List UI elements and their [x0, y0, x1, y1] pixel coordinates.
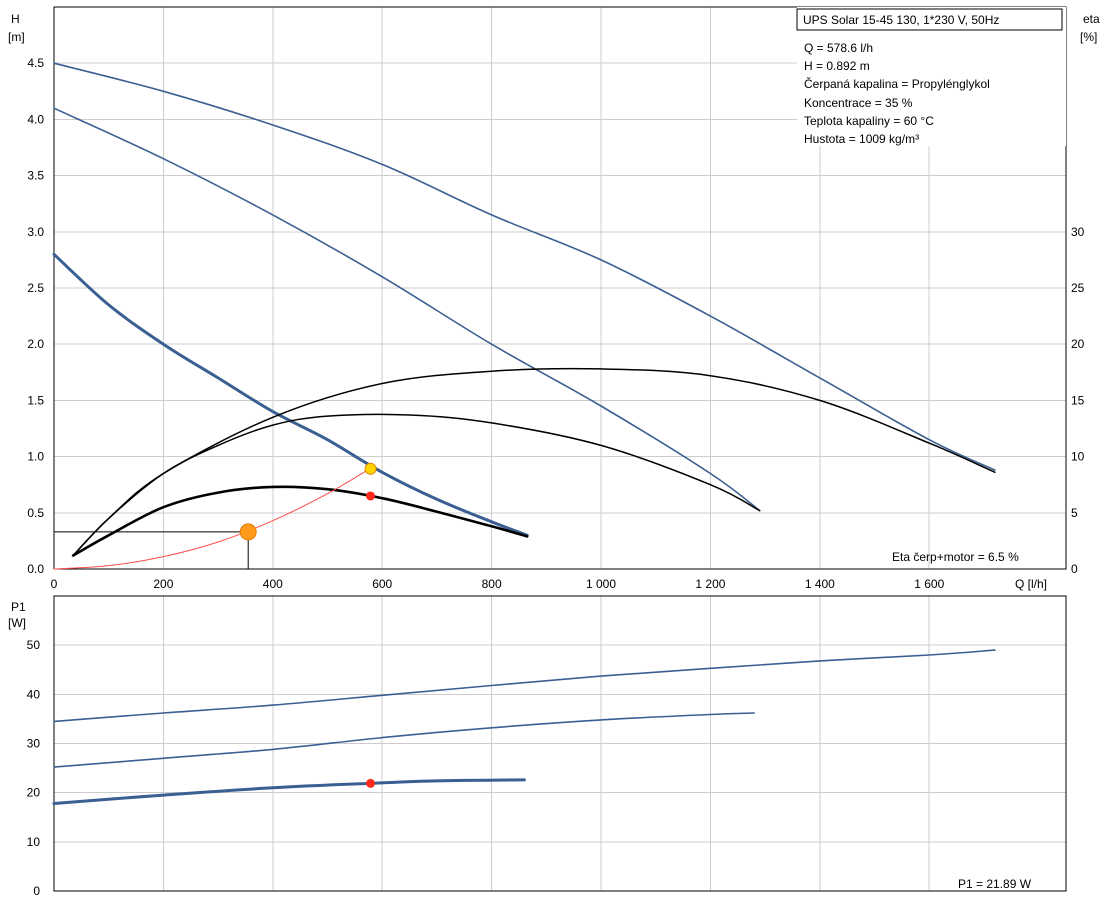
power-curve-0 [53, 649, 996, 723]
top-y2-axis-unit: [%] [1080, 30, 1097, 44]
y-tick-label: 0.0 [27, 562, 44, 576]
info-box: UPS Solar 15-45 130, 1*230 V, 50Hz Q = 5… [796, 7, 1066, 146]
top-y-axis-label: H [11, 12, 20, 26]
power-y-tick-label: 20 [27, 786, 41, 800]
y-tick-label: 2.0 [27, 337, 44, 351]
power-curve-2 [52, 778, 526, 805]
duty-point-efficiency-marker [366, 491, 376, 501]
power-y-tick-label: 10 [27, 835, 41, 849]
info-box-title: UPS Solar 15-45 130, 1*230 V, 50Hz [803, 13, 999, 27]
efficiency-curve-4 [72, 413, 761, 557]
y-tick-label: 3.5 [27, 169, 44, 183]
y-tick-label: 4.5 [27, 56, 44, 70]
power-y-tick-label: 40 [27, 687, 41, 701]
top-x-axis-label: Q [l/h] [1015, 577, 1047, 591]
y2-tick-label: 0 [1071, 562, 1078, 576]
info-line-temperature: Teplota kapaliny = 60 °C [804, 114, 934, 128]
info-line-concentration: Koncentrace = 35 % [804, 96, 913, 110]
head-curve-2 [52, 252, 529, 537]
bottom-y-axis-unit: [W] [8, 616, 26, 630]
y-tick-label: 0.5 [27, 506, 44, 520]
y2-tick-label: 5 [1071, 506, 1078, 520]
top-plot-frame [53, 6, 1067, 570]
x-tick-label: 600 [372, 577, 392, 591]
system-curve [53, 467, 372, 570]
bottom-y-axis-label: P1 [11, 600, 26, 614]
y-tick-label: 3.0 [27, 225, 44, 239]
y-tick-label: 1.5 [27, 393, 44, 407]
power-curve-1 [53, 712, 755, 768]
x-tick-label: 1 600 [914, 577, 944, 591]
eta-note: Eta čerp+motor = 6.5 % [892, 550, 1019, 564]
x-tick-label: 1 400 [805, 577, 835, 591]
duty-point-power-marker [366, 778, 376, 788]
x-tick-label: 0 [51, 577, 58, 591]
x-tick-label: 1 000 [586, 577, 616, 591]
y2-tick-label: 25 [1071, 281, 1085, 295]
power-y-tick-label: 50 [27, 638, 41, 652]
bottom-plot-frame [53, 595, 1067, 892]
power-y-tick-label: 30 [27, 737, 41, 751]
info-line-h: H = 0.892 m [804, 59, 870, 73]
y2-tick-label: 10 [1071, 450, 1085, 464]
info-box-title-frame [796, 8, 1063, 31]
info-line-q: Q = 578.6 l/h [804, 41, 873, 55]
info-line-density: Hustota = 1009 kg/m³ [804, 132, 919, 146]
y-tick-label: 2.5 [27, 281, 44, 295]
head-curve-1 [53, 107, 761, 512]
info-line-liquid: Čerpaná kapalina = Propylénglykol [804, 76, 990, 91]
operating-marker [239, 523, 257, 541]
power-y-tick-label: 0 [33, 884, 40, 895]
duty-point-head-marker [364, 462, 377, 475]
p1-note: P1 = 21.89 W [958, 877, 1032, 891]
head-curve-0 [53, 62, 996, 471]
x-tick-label: 400 [263, 577, 283, 591]
x-tick-label: 200 [153, 577, 173, 591]
y2-tick-label: 20 [1071, 337, 1085, 351]
x-tick-label: 1 200 [695, 577, 725, 591]
y-tick-label: 1.0 [27, 450, 44, 464]
y-tick-label: 4.0 [27, 112, 44, 126]
efficiency-curve-5 [71, 485, 529, 557]
y2-tick-label: 30 [1071, 225, 1085, 239]
x-tick-label: 800 [482, 577, 502, 591]
top-y-axis-unit: [m] [8, 30, 25, 44]
y2-tick-label: 15 [1071, 393, 1085, 407]
top-y2-axis-label: eta [1083, 12, 1100, 26]
